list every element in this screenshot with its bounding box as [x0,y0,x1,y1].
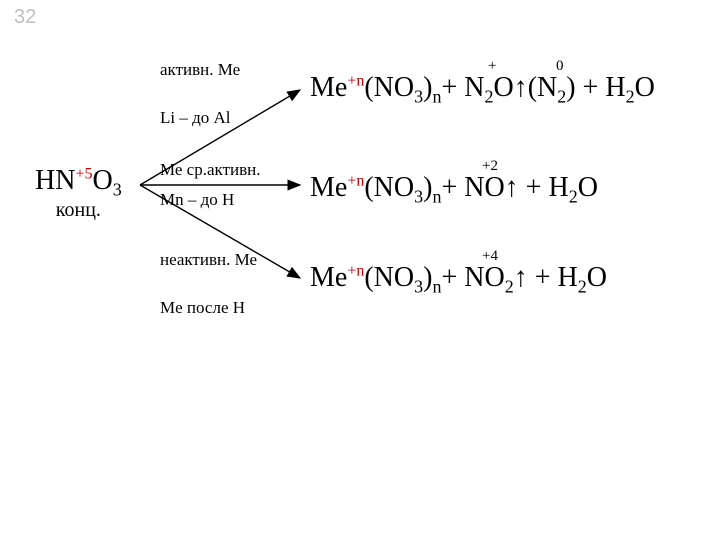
reagent-sub3: 3 [113,180,122,200]
oxidation-state: + [488,58,496,75]
reagent-formula: HN+5O3 конц. [35,165,122,222]
reagent-oxstate: +5 [75,166,92,183]
product-formula: Me+n(NO3)n+ NO2↑ + H2O [310,262,607,298]
reagent-conc: конц. [35,199,122,222]
page-number: 32 [14,6,36,29]
oxidation-state: 0 [556,58,564,75]
branch-label-bottom: Mn – до H [160,190,234,210]
product-formula: Me+n(NO3)n+ N2O↑(N2) + H2O [310,72,655,108]
branch-label-bottom: Me после H [160,298,245,318]
oxidation-state: +2 [482,158,498,175]
oxidation-state: +4 [482,248,498,265]
reagent-HN: HN [35,165,75,196]
branch-label-top: активн. Ме [160,60,240,80]
reagent-O: O [92,165,112,196]
branch-label-top: Ме ср.активн. [160,160,260,180]
branch-label-bottom: Li – до Al [160,108,231,128]
branch-label-top: неактивн. Ме [160,250,257,270]
product-formula: Me+n(NO3)n+ NO↑ + H2O [310,172,598,208]
